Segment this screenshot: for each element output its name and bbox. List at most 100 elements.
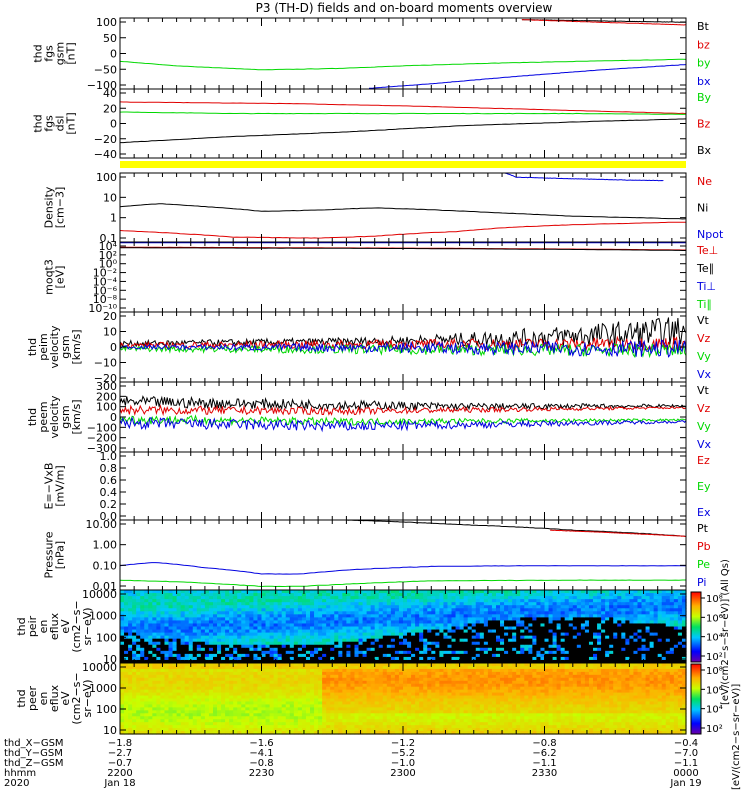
series-Vx — [119, 415, 687, 433]
ylabel-density: Density[cm−3] — [43, 186, 67, 228]
ylabel-moments_t: moqt3[eV] — [43, 259, 67, 295]
legend-Ni: Ni — [697, 202, 708, 215]
ylabel-line: eflux — [48, 684, 61, 712]
ytick-label: 300 — [96, 380, 117, 393]
ylabel-line: peim — [37, 333, 50, 361]
legend-by: by — [697, 57, 711, 70]
ylabel-line: (cm2−s− — [70, 672, 83, 724]
ytick-label: 10⁻⁶ — [93, 284, 118, 297]
ytick-label: 1.00 — [93, 539, 118, 552]
ytick-label: 10 — [103, 326, 117, 339]
colorbar-tick-label: 10⁸ — [706, 594, 723, 605]
series-By — [119, 111, 687, 115]
legend-Ti∥: Ti∥ — [696, 298, 712, 311]
colorbar-tick-label: 10⁸ — [706, 666, 723, 677]
panel-frame — [119, 381, 687, 453]
ytick-label: 20 — [103, 102, 117, 115]
xaxis-value: −0.8 — [532, 738, 556, 749]
colorbar-scale — [690, 663, 702, 735]
legend-Vt: Vt — [697, 384, 710, 397]
legend-Pt: Pt — [697, 522, 709, 535]
series-Vt — [119, 395, 687, 412]
ylabel-line: velocity — [48, 395, 61, 438]
ylabel-line: thd — [26, 408, 39, 426]
series-Vx — [119, 339, 687, 358]
legend-Bz: Bz — [697, 118, 711, 131]
ylabel-line: [cm−3] — [54, 187, 67, 229]
series-Pi — [119, 562, 687, 575]
panel-peer_spec: 10000 1000 100 10 thdpeerenefluxeV(cm2−s−sr−… — [15, 661, 687, 737]
legend-Bx: Bx — [697, 144, 712, 157]
figure-title: P3 (TH-D) fields and on-board moments ov… — [256, 1, 553, 15]
ytick-label: 0 — [110, 48, 117, 61]
ytick-label: 1 — [110, 212, 117, 225]
ylabel-line: [nT] — [65, 42, 78, 64]
xaxis-value: −5.2 — [391, 748, 415, 759]
xaxis-value: 0000 — [673, 768, 698, 779]
series-Bz — [119, 101, 687, 115]
colorbar-tick-label: 10² — [706, 724, 723, 735]
legend-Ey: Ey — [697, 480, 711, 493]
ylabel-line: en — [37, 692, 50, 706]
ytick-label: −100 — [87, 79, 117, 92]
time-axis-labels: thd_X−GSMthd_Y−GSMthd_Z−GSMhhmm2020−1.8−… — [4, 738, 702, 789]
ytick-label: −20 — [94, 372, 117, 385]
ylabel-line: [km/s] — [70, 399, 83, 434]
series-Pb — [550, 529, 687, 538]
ytick-label: 0 — [110, 411, 117, 424]
xaxis-value: −1.8 — [108, 738, 132, 749]
ytick-label: 100 — [96, 631, 117, 644]
ytick-label: −10 — [94, 357, 117, 370]
ylabel-line: Density — [43, 186, 56, 228]
legend-Ex: Ex — [697, 506, 711, 519]
xaxis-value: 2230 — [249, 768, 274, 779]
ytick-label: 0.0 — [100, 510, 118, 523]
xaxis-value: 2200 — [107, 768, 132, 779]
ylabel-line: thd — [32, 44, 45, 62]
xaxis-value: −6.2 — [532, 748, 556, 759]
ytick-label: 10⁻⁸ — [93, 293, 118, 306]
series-Ni — [119, 203, 687, 220]
ytick-label: 1000 — [89, 682, 117, 695]
legend-bx: bx — [697, 75, 711, 88]
ytick-label: 100 — [96, 703, 117, 716]
ylabel-line: thd — [32, 114, 45, 132]
ytick-label: −40 — [94, 148, 117, 161]
ylabel-line: fgs — [43, 45, 56, 62]
ytick-label: 0 — [110, 118, 117, 131]
legend-Vy: Vy — [697, 350, 711, 363]
ylabel-line: gsm — [59, 405, 72, 428]
xaxis-value: 2330 — [532, 768, 557, 779]
ylabel-efield: E=−VxB[mV/m] — [43, 463, 67, 510]
colorbar-tick-label: 10⁴ — [706, 633, 723, 644]
ylabel-line: eflux — [48, 612, 61, 640]
ylabel-line: [eV] — [54, 266, 67, 289]
spectrogram-peer_spec — [120, 663, 687, 735]
ylabel-line: sr−eV) — [81, 607, 94, 645]
ytick-label: −20 — [94, 133, 117, 146]
ytick-label: 10⁻⁴ — [93, 275, 118, 288]
legend-Vz: Vz — [697, 332, 711, 345]
ylabel-line: velocity — [48, 325, 61, 368]
legend-By: By — [697, 91, 712, 104]
ytick-label: 100 — [96, 401, 117, 414]
panel-peir_spec: 10000 1000 100 10 thdpeirenefluxeV(cm2−s−sr−… — [15, 588, 687, 666]
spectrogram-peir_spec — [120, 590, 687, 664]
panel-density: 100 10 1 0.1 Density[cm−3] Ne Ni Npot — [43, 171, 724, 245]
xaxis-value: −2.7 — [108, 748, 132, 759]
ytick-label: 100 — [96, 16, 117, 29]
xaxis-row-label: thd_Z−GSM — [4, 758, 64, 769]
legend-Te⊥: Te⊥ — [696, 244, 718, 257]
legend-Vx: Vx — [697, 368, 712, 381]
ylabel-line: peer — [26, 686, 39, 712]
panel-frame — [119, 172, 687, 243]
legend-Te∥: Te∥ — [696, 262, 714, 275]
ytick-label: −100 — [87, 421, 117, 434]
